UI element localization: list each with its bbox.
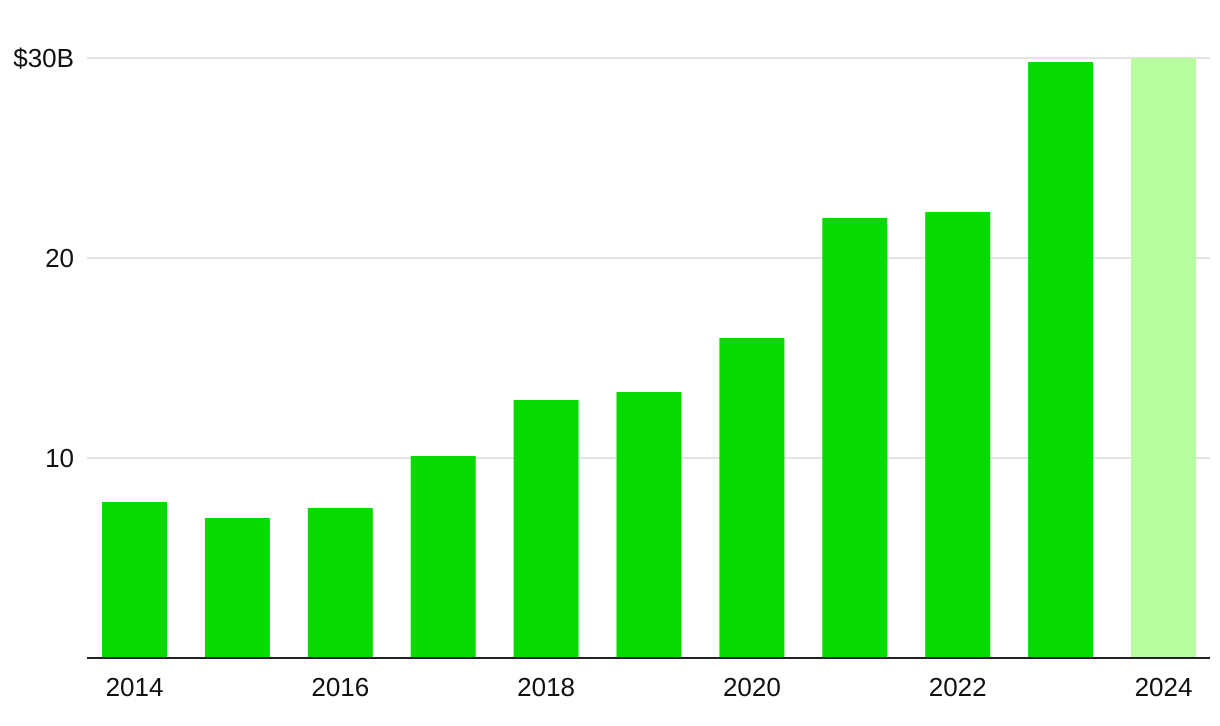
y-tick-labels: 10 20 $30B xyxy=(13,43,74,473)
x-tick-label: 2022 xyxy=(929,672,987,702)
bar-2022 xyxy=(925,212,991,658)
x-tick-label: 2024 xyxy=(1135,672,1193,702)
bar-2024 xyxy=(1131,58,1196,658)
x-tick-label: 2020 xyxy=(723,672,781,702)
bar-2018 xyxy=(513,400,579,658)
bar-2023 xyxy=(1028,62,1094,658)
x-tick-label: 2014 xyxy=(106,672,164,702)
bar-2019 xyxy=(616,392,682,658)
bar-2014 xyxy=(102,502,167,658)
bars xyxy=(102,58,1196,658)
x-tick-label: 2016 xyxy=(311,672,369,702)
y-tick-label: $30B xyxy=(13,43,74,73)
bar-2020 xyxy=(719,338,785,658)
bar-2015 xyxy=(204,518,270,658)
x-tick-label: 2018 xyxy=(517,672,575,702)
bar-2021 xyxy=(822,218,888,658)
bar-2016 xyxy=(307,508,373,658)
y-tick-label: 20 xyxy=(45,243,74,273)
y-tick-label: 10 xyxy=(45,443,74,473)
x-tick-labels: 2014 2016 2018 2020 2022 2024 xyxy=(106,672,1193,702)
bar-2017 xyxy=(410,456,476,658)
